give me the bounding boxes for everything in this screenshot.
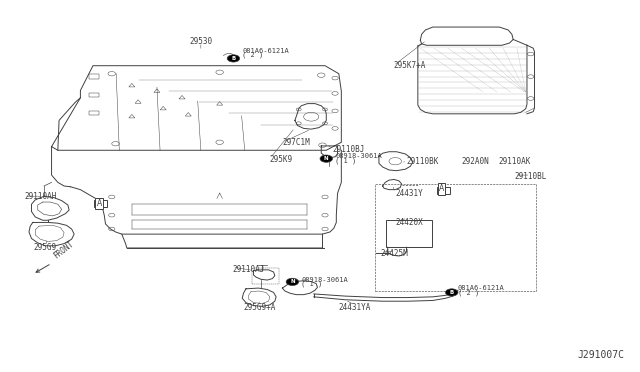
Text: A: A — [441, 187, 446, 193]
Text: 08918-3061A: 08918-3061A — [335, 153, 382, 159]
Text: ( 1 ): ( 1 ) — [301, 281, 323, 287]
Circle shape — [227, 55, 240, 62]
Text: 24431Y: 24431Y — [396, 189, 423, 198]
Text: 24425M: 24425M — [380, 249, 408, 258]
Text: 295K7+A: 295K7+A — [394, 61, 426, 70]
Text: 292A0N: 292A0N — [461, 157, 490, 166]
Text: 24420X: 24420X — [396, 218, 423, 227]
Bar — [89, 111, 99, 115]
Text: 295G9: 295G9 — [34, 244, 57, 253]
Text: N: N — [290, 279, 294, 284]
Text: 297C1M: 297C1M — [282, 138, 310, 147]
Circle shape — [320, 155, 333, 162]
Text: B: B — [231, 56, 236, 61]
Text: 29110AJ: 29110AJ — [232, 264, 264, 274]
Text: 29110AH: 29110AH — [24, 192, 56, 201]
Text: 081A6-6121A: 081A6-6121A — [242, 48, 289, 54]
Bar — [387, 219, 431, 247]
Text: J291007C: J291007C — [577, 350, 624, 360]
Text: 295G9+A: 295G9+A — [244, 302, 276, 311]
Text: A: A — [97, 199, 102, 208]
Bar — [89, 74, 99, 79]
Text: ( 1 ): ( 1 ) — [335, 157, 356, 164]
Text: 29110AK: 29110AK — [499, 157, 531, 166]
FancyBboxPatch shape — [93, 200, 108, 207]
Circle shape — [445, 289, 458, 296]
Text: N: N — [324, 156, 328, 161]
Bar — [89, 93, 99, 97]
Text: 29530: 29530 — [189, 38, 212, 46]
Text: ( 2 ): ( 2 ) — [458, 289, 479, 296]
Text: 24431YA: 24431YA — [339, 302, 371, 311]
Text: 081A6-6121A: 081A6-6121A — [458, 285, 505, 291]
FancyBboxPatch shape — [437, 187, 450, 194]
Text: A: A — [98, 201, 103, 206]
Text: FRONT: FRONT — [52, 239, 76, 260]
Text: B: B — [449, 290, 454, 295]
Text: 08918-3061A: 08918-3061A — [301, 277, 348, 283]
Bar — [375, 184, 536, 291]
Text: 29110BL: 29110BL — [515, 171, 547, 181]
Text: A: A — [439, 185, 444, 193]
Text: 29110BK: 29110BK — [406, 157, 439, 166]
Text: ( 2 ): ( 2 ) — [242, 51, 264, 58]
Text: 295K9: 295K9 — [270, 155, 293, 164]
Bar — [252, 268, 278, 284]
Circle shape — [286, 278, 299, 286]
Text: 29110BJ: 29110BJ — [333, 145, 365, 154]
